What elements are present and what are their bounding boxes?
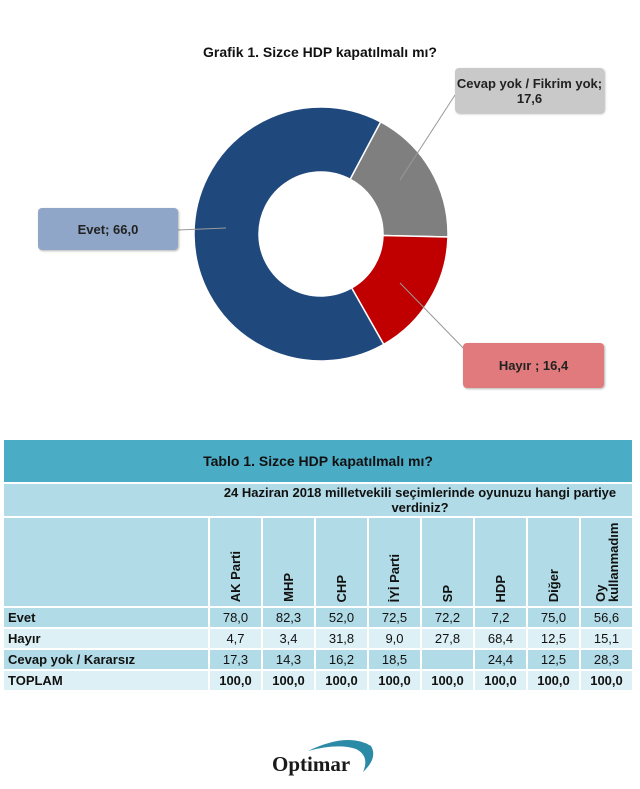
row-label: Evet — [4, 608, 208, 627]
table-row: Evet 78,0 82,3 52,0 72,5 72,2 7,2 75,0 56,6 — [4, 608, 632, 627]
table-cell: 56,6 — [579, 608, 632, 627]
table-row: Hayır 4,7 3,4 31,8 9,0 27,8 68,4 12,5 15,1 — [4, 629, 632, 648]
column-header-label: MHP — [281, 573, 296, 602]
table-cell: 100,0 — [367, 671, 420, 690]
chart-title: Grafik 1. Sizce HDP kapatılmalı mı? — [203, 44, 437, 60]
table-cell: 17,3 — [208, 650, 261, 669]
data-label-evet: Evet; 66,0 — [38, 208, 178, 250]
optimar-logo: Optimar — [268, 738, 378, 778]
table-row: TOPLAM 100,0 100,0 100,0 100,0 100,0 100,0 100,… — [4, 671, 632, 690]
table-cell: 100,0 — [473, 671, 526, 690]
group-header: 24 Haziran 2018 milletvekili seçimlerind… — [208, 484, 632, 516]
table-cell: 72,5 — [367, 608, 420, 627]
table-cell: 52,0 — [314, 608, 367, 627]
table-cell: 4,7 — [208, 629, 261, 648]
column-header: HDP — [473, 518, 526, 606]
table-cell: 12,5 — [526, 650, 579, 669]
slice-evet — [193, 106, 385, 362]
column-header-label: AK Parti — [228, 550, 243, 602]
table-cell: 100,0 — [261, 671, 314, 690]
data-label-cevap-yok: Cevap yok / Fikrim yok; 17,6 — [455, 68, 604, 113]
table-cell: 18,5 — [367, 650, 420, 669]
column-header: Diğer — [526, 518, 579, 606]
column-header-label: Oy kullanmadım — [592, 522, 621, 602]
table-cell: 9,0 — [367, 629, 420, 648]
table-cell — [420, 650, 473, 669]
column-header-label: İYİ Parti — [387, 553, 402, 602]
table-cell: 100,0 — [208, 671, 261, 690]
table-cell: 3,4 — [261, 629, 314, 648]
table-cell: 100,0 — [420, 671, 473, 690]
table-cell: 72,2 — [420, 608, 473, 627]
column-header: AK Parti — [208, 518, 261, 606]
leader-line-evet — [177, 227, 227, 231]
column-header: CHP — [314, 518, 367, 606]
row-label: Cevap yok / Kararsız — [4, 650, 208, 669]
table-cell: 78,0 — [208, 608, 261, 627]
table-cell: 31,8 — [314, 629, 367, 648]
table-row: Cevap yok / Kararsız 17,3 14,3 16,2 18,5 24,4… — [4, 650, 632, 669]
table-cell: 68,4 — [473, 629, 526, 648]
table-title: Tablo 1. Sizce HDP kapatılmalı mı? — [4, 440, 632, 482]
column-header: SP — [420, 518, 473, 606]
table-cell: 15,1 — [579, 629, 632, 648]
leader-line-hayir — [399, 282, 471, 356]
leader-line-cevap — [399, 94, 456, 181]
column-header-label: Diğer — [546, 568, 561, 602]
column-header-label: HDP — [493, 574, 508, 602]
table-cell: 16,2 — [314, 650, 367, 669]
table-cell: 100,0 — [526, 671, 579, 690]
table-cell: 82,3 — [261, 608, 314, 627]
table-cell: 100,0 — [579, 671, 632, 690]
column-header: MHP — [261, 518, 314, 606]
table-cell: 27,8 — [420, 629, 473, 648]
table-cell: 100,0 — [314, 671, 367, 690]
table-cell: 24,4 — [473, 650, 526, 669]
table-cell: 7,2 — [473, 608, 526, 627]
row-label: TOPLAM — [4, 671, 208, 690]
logo-swoosh-icon — [308, 740, 374, 772]
column-header-label: CHP — [334, 574, 349, 602]
table-cell: 28,3 — [579, 650, 632, 669]
logo-text: Optimar — [272, 752, 351, 776]
results-table: Tablo 1. Sizce HDP kapatılmalı mı? 24 Ha… — [4, 438, 632, 692]
table-cell: 75,0 — [526, 608, 579, 627]
column-header-label: SP — [440, 584, 455, 602]
data-label-hayir: Hayır ; 16,4 — [463, 343, 604, 388]
donut-chart — [177, 94, 471, 362]
column-header: Oy kullanmadım — [579, 518, 632, 606]
table-cell: 14,3 — [261, 650, 314, 669]
table-cell: 12,5 — [526, 629, 579, 648]
row-label: Hayır — [4, 629, 208, 648]
column-header: İYİ Parti — [367, 518, 420, 606]
